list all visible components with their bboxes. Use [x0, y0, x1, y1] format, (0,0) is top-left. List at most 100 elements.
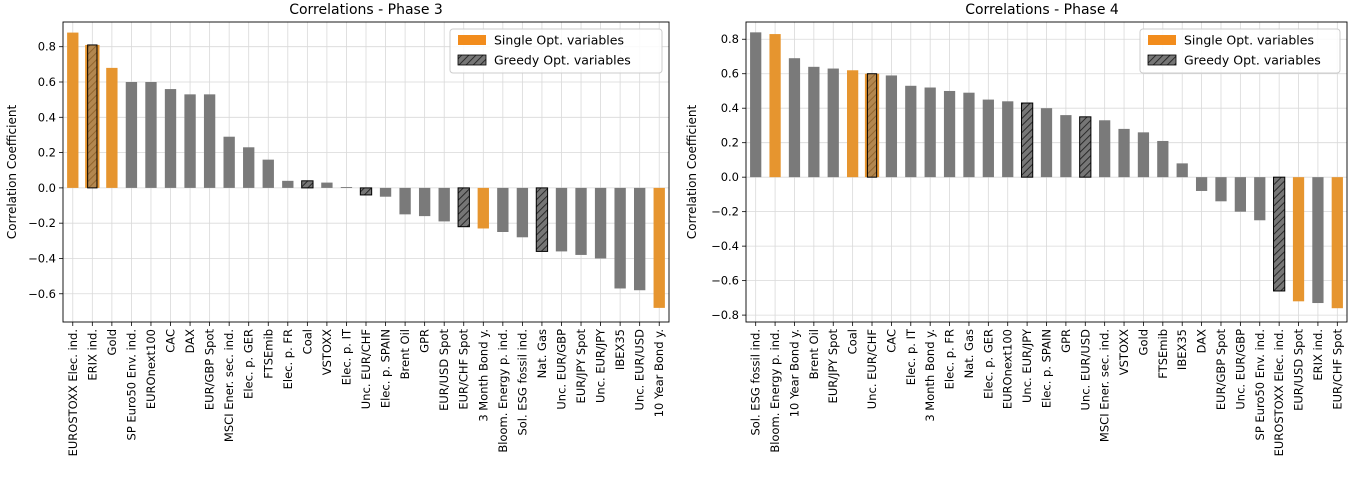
bar [379, 187, 392, 197]
bar-greedy [87, 44, 98, 189]
bar [282, 180, 294, 188]
y-tick-label: 0.8 [721, 32, 739, 46]
bar [634, 187, 646, 291]
x-tick-label: EUROSTOXX Elec. ind. [66, 329, 80, 456]
x-tick-label: 10 Year Bond y. [787, 329, 801, 417]
bar [1331, 177, 1343, 309]
x-tick-label: EUR/GBP Spot [1214, 329, 1228, 411]
legend-label-single: Single Opt. variables [494, 33, 624, 48]
bar-plain [145, 82, 157, 188]
x-tick-label: Elec. p. GER [981, 329, 995, 399]
x-tick-label: Unc. EUR/JPY [1020, 328, 1034, 403]
bar-single [769, 34, 781, 178]
bar [1312, 177, 1324, 304]
bar [885, 75, 898, 178]
bar [847, 70, 859, 178]
x-tick-label: Sol. ESG fossil ind. [749, 329, 763, 436]
bar [1137, 132, 1150, 178]
bar [905, 85, 917, 178]
bar-plain [243, 147, 255, 188]
bar-plain [1137, 132, 1150, 178]
x-tick-label: SP Euro50 Env. ind. [1253, 329, 1267, 440]
bar-plain [164, 89, 177, 188]
bar-plain [1234, 177, 1246, 212]
bar-single [653, 187, 665, 308]
bar-plain [1254, 177, 1266, 221]
x-tick-label: DAX [183, 329, 197, 354]
bar [769, 34, 781, 178]
bar-plain [399, 187, 411, 215]
x-tick-label: MSCI Ener. sec. ind. [222, 329, 236, 442]
y-axis-label: Correlation Coefficient [5, 105, 19, 240]
x-tick-label: ERIX ind. [85, 329, 99, 381]
bar-greedy [301, 180, 314, 189]
chart-title: Correlations - Phase 4 [965, 2, 1119, 18]
x-tick-label: FTSEmib [1156, 329, 1170, 379]
y-tick-label: 0.6 [721, 67, 739, 81]
x-tick-label: SP Euro50 Env. ind. [124, 329, 138, 440]
x-tick-label: Elec. p. SPAIN [379, 329, 393, 408]
bar [243, 147, 255, 188]
legend-swatch-greedy [457, 54, 487, 66]
bar-plain [750, 32, 762, 178]
bar-plain [125, 82, 138, 188]
x-tick-label: Coal [846, 329, 860, 354]
bar [1176, 163, 1188, 178]
bar [963, 92, 975, 178]
y-tick-label: −0.2 [711, 205, 739, 219]
y-axis-ticks: −0.6 −0.4 −0.2 0.0 0.2 0.4 0.6 0.8 [28, 40, 63, 301]
bar [1215, 177, 1227, 202]
bar [164, 89, 177, 188]
x-tick-label: Brent Oil [807, 329, 821, 379]
x-tick-label: EUR/USD Spot [437, 329, 451, 411]
y-tick-label: −0.8 [711, 308, 739, 322]
x-tick-label: Unc. EUR/GBP [554, 329, 568, 410]
legend-box [449, 28, 663, 74]
plot-frame [745, 21, 1348, 323]
x-tick-label: GPR [1059, 329, 1073, 353]
legend-swatch-greedy [1147, 54, 1177, 66]
bar [125, 82, 138, 188]
bar-single [1292, 177, 1305, 302]
y-tick-label: 0.6 [38, 75, 56, 89]
x-tick-label: Unc. EUR/USD [633, 329, 647, 411]
y-tick-label: 0.2 [721, 136, 739, 150]
x-tick-label: Elec. p. SPAIN [1040, 329, 1054, 408]
x-tick-label: EUR/USD Spot [1292, 329, 1306, 411]
x-tick-label: EUR/CHF Spot [1330, 329, 1344, 410]
bar [301, 180, 314, 189]
plot-frame [62, 21, 670, 323]
bar [223, 136, 235, 188]
chart-phase-4: Correlations - Phase 4 Correlation Coeff… [685, 2, 1348, 456]
bars [750, 32, 1343, 309]
bar [943, 90, 956, 178]
bar [1292, 177, 1305, 302]
x-tick-label: Bloom. Energy p. ind. [768, 329, 782, 453]
bar [982, 99, 994, 178]
y-tick-label: 0.4 [721, 101, 739, 115]
x-tick-label: Unc. EUR/CHF [359, 329, 373, 409]
bar [203, 94, 216, 188]
bar-plain [924, 87, 936, 178]
y-axis-label: Correlation Coefficient [685, 105, 699, 240]
bar-greedy [1020, 102, 1034, 178]
bar [340, 187, 353, 188]
y-tick-label: −0.6 [28, 287, 56, 301]
bar [1234, 177, 1246, 212]
x-tick-label: Bloom. Energy p. ind. [496, 329, 510, 453]
bar-plain [497, 187, 509, 232]
bar-plain [340, 187, 353, 188]
bar-plain [379, 187, 392, 197]
x-tick-label: EUR/JPY Spot [826, 329, 840, 404]
bar-plain [634, 187, 646, 291]
x-tick-label: Elec. p. IT [339, 328, 353, 385]
y-tick-label: −0.6 [711, 274, 739, 288]
bar [575, 187, 587, 255]
bar-plain [788, 58, 801, 178]
bar [477, 187, 489, 229]
bar [614, 187, 626, 289]
x-tick-label: Elec. p. FR [943, 329, 957, 389]
x-tick-label: Unc. EUR/USD [1078, 329, 1092, 411]
x-tick-label: Unc. EUR/GBP [1233, 329, 1247, 410]
bar [399, 187, 411, 215]
